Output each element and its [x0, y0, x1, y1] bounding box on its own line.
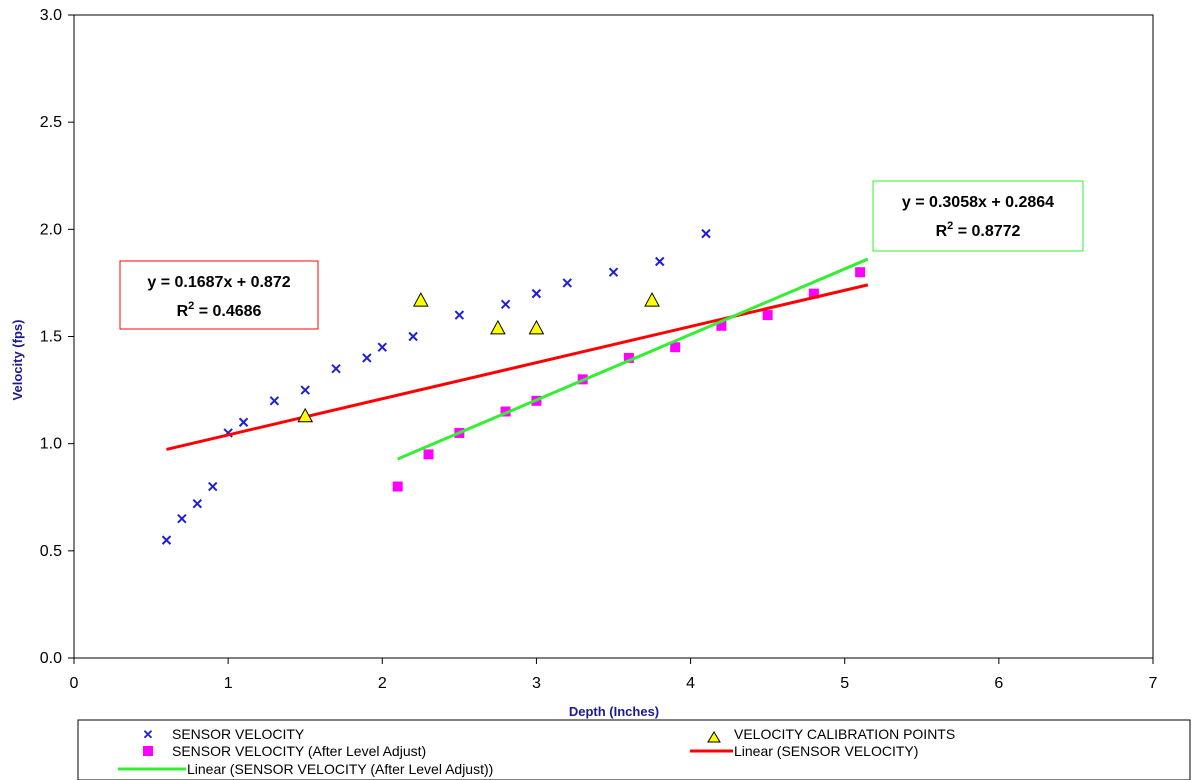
- legend-item-linear-after-level-adjust: Linear (SENSOR VELOCITY (After Level Adj…: [118, 761, 493, 777]
- legend-item-sensor-velocity: ✕ SENSOR VELOCITY: [143, 726, 305, 742]
- data-point-sensor-velocity: [531, 288, 542, 299]
- legend-item-linear-sensor-velocity: Linear (SENSOR VELOCITY): [690, 743, 918, 759]
- data-point-sensor-velocity: [408, 331, 418, 342]
- data-point-sensor-velocity: [300, 385, 310, 395]
- plot-area: [73, 14, 1154, 659]
- data-point-sensor-velocity: [269, 396, 280, 406]
- trendline-sensor-velocity: [166, 283, 869, 451]
- data-point-velocity-calibration: [528, 319, 545, 335]
- trendline-equation-green: y = 0.3058x + 0.2864: [902, 194, 1054, 211]
- trendline-equation-red: y = 0.1687x + 0.872: [147, 274, 290, 291]
- data-point-velocity-calibration: [412, 292, 429, 307]
- data-point-velocity-calibration: [644, 292, 660, 307]
- data-point-sensor-velocity-after-level-adjust: [716, 320, 727, 331]
- legend: ✕ SENSOR VELOCITY SENSOR VELOCITY (After…: [77, 719, 1191, 780]
- y-tick-label: 0.0: [40, 650, 62, 667]
- data-point-sensor-velocity: [208, 481, 218, 492]
- x-tick-label: 7: [1149, 675, 1158, 692]
- legend-label: SENSOR VELOCITY: [172, 726, 305, 742]
- data-point-sensor-velocity: [562, 278, 572, 288]
- legend-item-sensor-velocity-after-level-adjust: SENSOR VELOCITY (After Level Adjust): [143, 743, 426, 759]
- y-tick-label: 3.0: [40, 7, 62, 24]
- x-tick-label: 0: [70, 675, 79, 692]
- trendline-after-level-adjust: [397, 257, 869, 461]
- x-tick-label: 4: [686, 675, 695, 692]
- x-axis-title: Depth (Inches): [569, 704, 659, 719]
- trendline-equation-box-green: y = 0.3058x + 0.2864 R2 = 0.8772: [872, 180, 1084, 252]
- data-point-sensor-velocity: [177, 513, 187, 524]
- data-point-sensor-velocity: [454, 310, 465, 320]
- y-tick-label: 1.5: [40, 329, 62, 346]
- data-point-sensor-velocity: [377, 342, 387, 352]
- data-point-velocity-calibration: [297, 407, 314, 423]
- legend-label: SENSOR VELOCITY (After Level Adjust): [172, 743, 426, 759]
- data-point-sensor-velocity-after-level-adjust: [423, 449, 434, 460]
- y-tick-label: 1.0: [40, 436, 62, 453]
- data-point-sensor-velocity: [608, 267, 619, 277]
- y-tick-label: 2.0: [40, 221, 62, 238]
- x-tick-label: 5: [840, 675, 849, 692]
- x-tick-label: 6: [994, 675, 1003, 692]
- data-point-sensor-velocity: [362, 353, 372, 363]
- legend-marker-triangle-icon: [707, 731, 721, 743]
- plot-frame: [73, 14, 1154, 659]
- data-point-sensor-velocity-after-level-adjust: [623, 352, 634, 363]
- trendline-r2-red: R2 = 0.4686: [177, 300, 262, 320]
- data-point-sensor-velocity: [655, 256, 665, 267]
- data-point-sensor-velocity: [161, 535, 172, 545]
- legend-label: Linear (SENSOR VELOCITY (After Level Adj…: [187, 761, 493, 777]
- legend-label: VELOCITY CALIBRATION POINTS: [734, 726, 955, 742]
- y-tick-label: 0.5: [40, 543, 62, 560]
- x-tick-label: 3: [532, 675, 541, 692]
- legend-marker-square-icon: [143, 746, 153, 756]
- x-tick-label: 1: [224, 675, 233, 692]
- data-point-sensor-velocity-after-level-adjust: [392, 481, 403, 492]
- data-point-sensor-velocity-after-level-adjust: [670, 342, 681, 353]
- legend-marker-x-icon: ✕: [143, 727, 154, 742]
- legend-item-velocity-calibration-points: VELOCITY CALIBRATION POINTS: [707, 726, 955, 743]
- data-point-sensor-velocity: [192, 498, 203, 509]
- data-point-velocity-calibration: [490, 319, 506, 335]
- data-point-sensor-velocity-after-level-adjust: [855, 267, 866, 278]
- x-tick-label: 2: [378, 675, 387, 692]
- data-point-sensor-velocity-after-level-adjust: [808, 288, 819, 299]
- data-point-sensor-velocity: [701, 228, 711, 239]
- data-point-sensor-velocity: [331, 363, 341, 374]
- trendline-equation-box-red: y = 0.1687x + 0.872 R2 = 0.4686: [119, 260, 319, 330]
- y-axis-title: Velocity (fps): [10, 320, 25, 401]
- trendline-r2-green: R2 = 0.8772: [936, 220, 1021, 240]
- data-point-sensor-velocity: [500, 299, 511, 310]
- data-point-sensor-velocity: [238, 417, 249, 427]
- trendlines-layer: [166, 257, 869, 461]
- y-tick-label: 2.5: [40, 114, 62, 131]
- legend-label: Linear (SENSOR VELOCITY): [734, 743, 918, 759]
- data-point-sensor-velocity-after-level-adjust: [762, 310, 773, 321]
- axes-layer: 0 1 2 3 4 5 6 7 0.0 0.5 1.0 1.5 2.0 2.5 3.0: [40, 7, 1158, 692]
